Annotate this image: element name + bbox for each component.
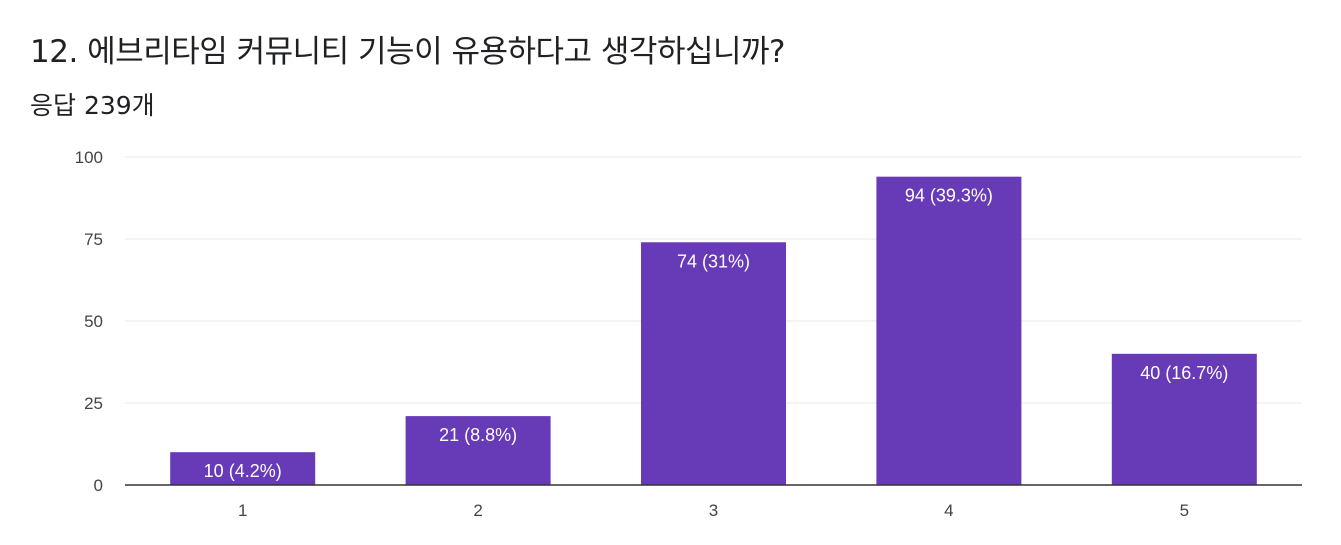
data-label: 94 (39.3%) [905,186,993,206]
bar [170,452,316,485]
question-title: 12. 에브리타임 커뮤니티 기능이 유용하다고 생각하십니까? [30,34,785,70]
bar [405,416,551,485]
y-tick-label: 100 [75,148,103,167]
bar [641,242,786,485]
bar [876,176,1022,485]
y-tick-label: 0 [94,476,103,495]
data-label: 74 (31%) [677,251,750,271]
data-label: 21 (8.8%) [439,425,517,445]
data-label: 40 (16.7%) [1140,363,1228,383]
x-tick-label: 2 [473,501,482,520]
response-count: 응답 239개 [30,91,155,120]
data-label: 10 (4.2%) [204,461,282,481]
y-tick-label: 50 [84,312,103,331]
x-tick-label: 3 [709,501,718,520]
bar [1111,353,1257,485]
y-tick-label: 75 [84,230,103,249]
x-tick-label: 5 [1180,501,1189,520]
y-tick-label: 25 [84,394,103,413]
x-tick-label: 4 [944,501,953,520]
x-tick-label: 1 [238,501,247,520]
